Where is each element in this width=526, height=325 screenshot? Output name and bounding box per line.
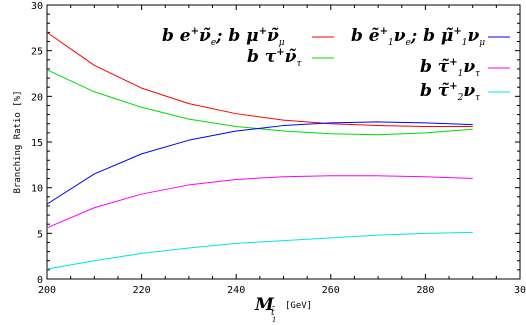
svg-text:b ẽ+1νe; b μ̃+1νμ: b ẽ+1νe; b μ̃+1νμ (351, 26, 485, 48)
series-lines (46, 31, 473, 270)
legend-entry-5: b τ̃+2ντ (420, 81, 510, 103)
legend-entry-1: b e+ν̃e; b μ+ν̃μ (162, 26, 334, 48)
series-line-1 (46, 31, 473, 127)
x-axis-label: M t̃ 1 [GeV] (254, 295, 312, 324)
svg-text:t̃: t̃ (271, 305, 275, 318)
x-tick-label: 240 (227, 285, 245, 296)
y-tick-label: 5 (37, 229, 43, 240)
legend: b e+ν̃e; b μ+ν̃μ b τ+ν̃τ b ẽ+1νe; b μ̃+1… (162, 26, 510, 103)
legend-entry-4: b τ̃+1ντ (420, 57, 510, 79)
y-tick-label: 10 (31, 184, 43, 195)
y-axis-label: Branching Ratio [%] (13, 91, 23, 194)
svg-text:b τ̃+1ντ: b τ̃+1ντ (420, 57, 481, 79)
svg-text:b τ̃+2ντ: b τ̃+2ντ (420, 81, 481, 103)
legend-entry-3: b ẽ+1νe; b μ̃+1νμ (351, 26, 510, 48)
x-tick-label: 200 (38, 285, 56, 296)
tick-marks (46, 4, 521, 280)
legend-entry-2: b τ+ν̃τ (247, 47, 334, 69)
y-tick-label: 20 (31, 92, 43, 103)
x-tick-label: 30 (514, 285, 526, 296)
y-tick-label: 30 (31, 1, 43, 12)
svg-text:M: M (254, 295, 275, 315)
x-tick-label: 220 (133, 285, 151, 296)
series-line-5 (46, 231, 473, 270)
x-tick-label: 260 (322, 285, 340, 296)
series-line-4 (46, 175, 473, 229)
svg-text:b e+ν̃e; b μ+ν̃μ: b e+ν̃e; b μ+ν̃μ (162, 26, 285, 48)
series-line-3 (46, 121, 473, 205)
y-tick-label: 0 (37, 275, 43, 286)
series-line-2 (46, 69, 473, 136)
y-tick-label: 15 (31, 138, 43, 149)
x-tick-label: 280 (416, 285, 434, 296)
y-tick-label: 25 (31, 47, 43, 58)
svg-text:[GeV]: [GeV] (285, 301, 312, 311)
svg-text:b τ+ν̃τ: b τ+ν̃τ (247, 47, 302, 69)
svg-text:1: 1 (272, 316, 276, 324)
